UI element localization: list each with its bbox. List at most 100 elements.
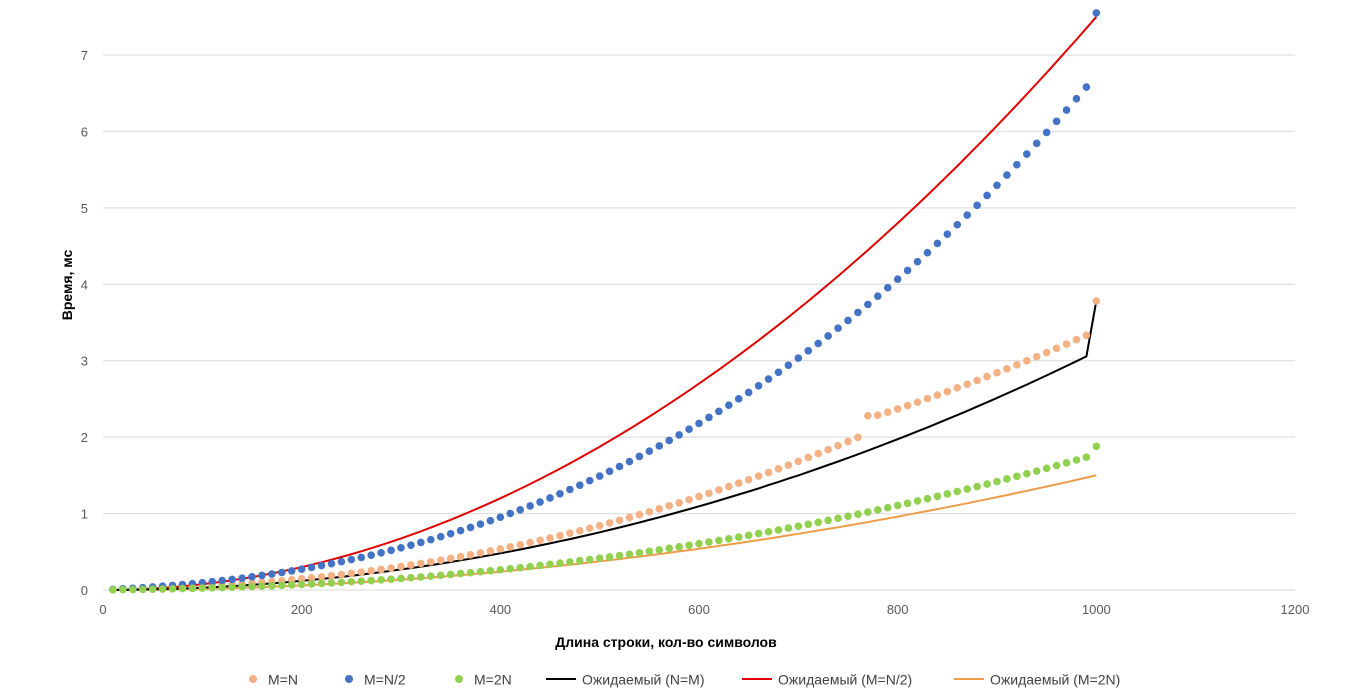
series-line-ожидаемый-m-2n <box>112 474 1097 591</box>
data-point <box>486 516 495 525</box>
data-point <box>874 506 882 514</box>
data-point <box>427 535 435 544</box>
data-point <box>675 431 683 439</box>
data-point <box>546 534 554 542</box>
data-point <box>983 480 991 488</box>
data-point <box>466 568 475 577</box>
data-point <box>913 398 922 406</box>
data-point <box>784 361 793 370</box>
y-axis-ticks: 0 1 2 3 4 5 6 7 <box>81 48 88 598</box>
data-point <box>943 230 952 239</box>
legend-label: Ожидаемый (M=2N) <box>990 672 1120 688</box>
data-point <box>645 508 654 516</box>
y-tick-label: 7 <box>81 48 88 63</box>
data-point <box>337 557 346 566</box>
data-point <box>1003 475 1011 483</box>
data-point <box>1032 467 1041 475</box>
data-point <box>705 413 713 422</box>
data-point <box>675 543 683 551</box>
data-point <box>953 487 962 496</box>
data-point <box>1032 352 1041 361</box>
data-point <box>804 347 813 355</box>
data-point <box>744 388 753 397</box>
data-point <box>218 576 226 585</box>
data-point <box>278 568 286 577</box>
data-point <box>754 472 763 480</box>
data-point <box>456 552 465 561</box>
data-point <box>536 536 544 545</box>
data-point <box>933 492 942 501</box>
data-point <box>834 441 842 450</box>
data-point <box>605 467 614 476</box>
data-point <box>734 533 743 541</box>
data-point <box>625 457 634 466</box>
data-point <box>456 526 465 535</box>
data-point <box>546 494 554 502</box>
data-point <box>705 538 713 546</box>
data-point <box>973 482 981 491</box>
legend-item-m-2n: M=2N <box>455 672 512 688</box>
data-point <box>655 546 664 554</box>
data-point <box>566 485 574 494</box>
data-point <box>407 573 415 582</box>
data-point <box>923 494 932 503</box>
data-point <box>446 554 455 563</box>
data-point <box>605 553 614 561</box>
data-point <box>129 585 137 594</box>
data-point <box>476 520 485 528</box>
data-point <box>615 516 624 525</box>
data-point <box>794 457 803 466</box>
data-point <box>427 558 435 566</box>
data-point <box>744 475 753 484</box>
data-point <box>307 574 316 582</box>
y-tick-label: 2 <box>81 430 88 445</box>
data-point <box>377 576 385 584</box>
data-point <box>327 559 336 568</box>
data-point <box>814 449 822 458</box>
x-tick-label: 800 <box>887 602 909 617</box>
legend-marker <box>345 675 353 683</box>
data-point <box>357 577 366 585</box>
x-axis-ticks: 0 200 400 600 800 1000 1200 <box>99 602 1309 617</box>
data-point <box>436 532 445 541</box>
data-point <box>963 211 971 219</box>
data-point <box>715 486 723 494</box>
data-point <box>496 545 505 553</box>
data-point <box>814 339 822 348</box>
data-point <box>1023 150 1031 158</box>
data-point <box>337 578 346 587</box>
data-point <box>844 316 852 325</box>
data-point <box>695 419 703 428</box>
x-tick-label: 1000 <box>1082 602 1111 617</box>
data-point <box>854 433 862 442</box>
data-point <box>725 401 733 409</box>
data-point <box>158 585 167 593</box>
data-point <box>476 549 485 557</box>
data-point <box>864 411 872 420</box>
series-lines <box>112 16 1098 591</box>
data-point <box>725 482 733 491</box>
data-point <box>585 476 594 485</box>
data-point <box>834 514 842 523</box>
data-point <box>417 573 425 581</box>
data-point <box>595 472 604 480</box>
data-point <box>327 571 336 580</box>
data-point <box>943 490 952 498</box>
data-point <box>297 580 306 589</box>
data-point <box>248 573 256 581</box>
data-point <box>466 523 475 532</box>
data-point <box>466 551 475 559</box>
data-point <box>526 562 534 571</box>
data-point <box>228 575 236 584</box>
data-point <box>1042 128 1051 137</box>
data-point <box>784 461 793 469</box>
data-point <box>903 499 912 508</box>
data-point <box>734 395 743 403</box>
data-point <box>933 391 942 399</box>
data-point <box>536 498 544 506</box>
data-point <box>685 425 693 433</box>
data-point <box>1003 365 1011 373</box>
data-point <box>874 411 882 419</box>
data-point <box>754 529 763 538</box>
data-point <box>645 547 654 556</box>
